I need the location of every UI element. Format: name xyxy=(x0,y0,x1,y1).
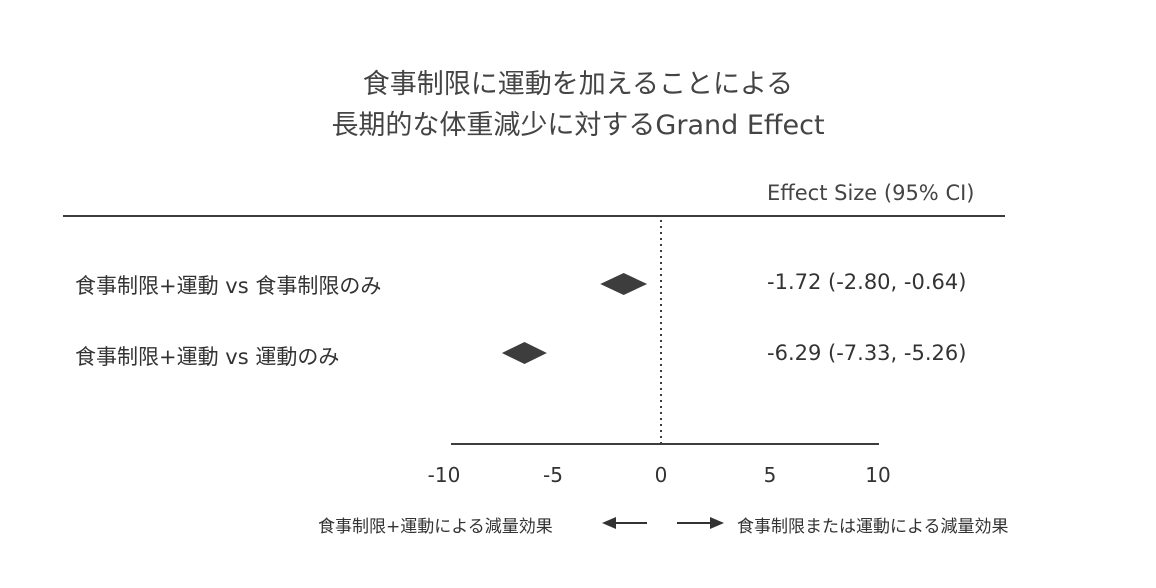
direction-arrow-right xyxy=(677,517,724,529)
row-ci-1: -1.72 (-2.80, -0.64) xyxy=(767,270,967,294)
effect-diamond-1 xyxy=(600,273,648,295)
effect-diamond-2 xyxy=(501,342,547,364)
direction-arrow-left xyxy=(602,517,647,529)
chart-title-line1: 食事制限に運動を加えることによる xyxy=(362,69,794,100)
column-header-effect-size: Effect Size (95% CI) xyxy=(767,181,975,205)
row-ci-2: -6.29 (-7.33, -5.26) xyxy=(767,341,967,365)
x-tick-label-3: 0 xyxy=(654,463,668,487)
row-label-1: 食事制限+運動 vs 食事制限のみ xyxy=(75,274,382,298)
direction-label-right: 食事制限または運動による減量効果 xyxy=(737,517,1009,537)
x-tick-label-4: 5 xyxy=(763,463,777,487)
x-tick-label-5: 10 xyxy=(865,463,891,487)
x-tick-label-2: -5 xyxy=(543,463,563,487)
x-tick-label-1: -10 xyxy=(427,463,461,487)
direction-label-left: 食事制限+運動による減量効果 xyxy=(318,517,553,537)
chart-title-line2: 長期的な体重減少に対するGrand Effect xyxy=(331,110,825,141)
row-label-2: 食事制限+運動 vs 運動のみ xyxy=(75,345,340,369)
